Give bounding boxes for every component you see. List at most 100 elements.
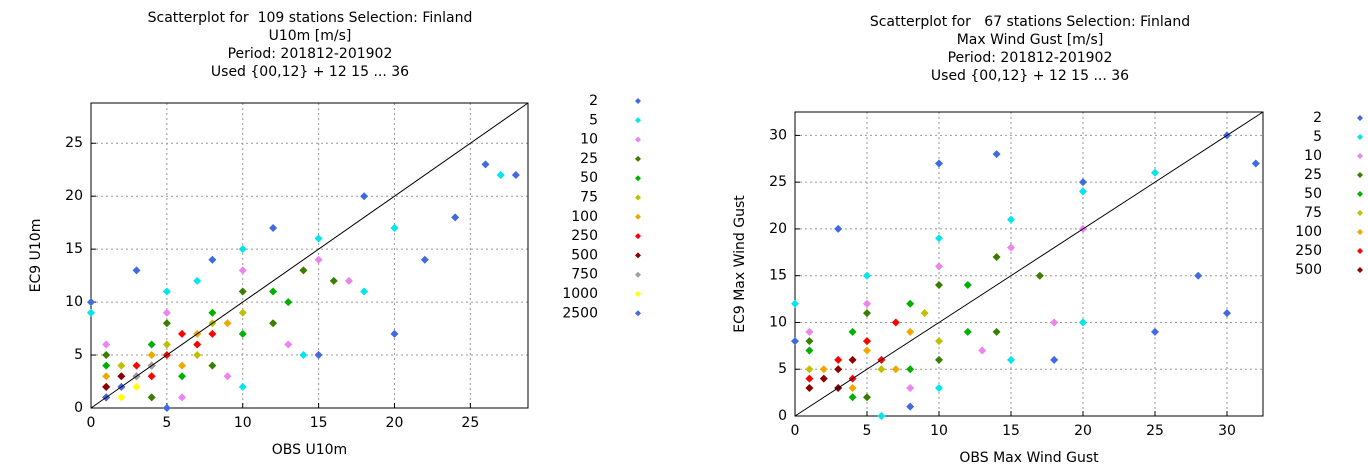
point — [208, 308, 217, 317]
x-tick-label: 25 — [461, 415, 479, 431]
point — [848, 327, 857, 336]
point — [863, 299, 871, 308]
chart-title: Used {00,12} + 12 15 ... 36 — [211, 64, 409, 80]
point — [791, 299, 799, 308]
point — [935, 337, 943, 346]
point — [906, 327, 915, 336]
diagonal — [794, 111, 1264, 417]
legend-label: 5 — [1313, 129, 1322, 145]
point — [344, 276, 353, 285]
legend-marker — [635, 291, 641, 297]
point — [1151, 168, 1159, 177]
y-tick-label: 20 — [65, 188, 83, 204]
legend-label: 100 — [571, 209, 598, 225]
point — [1151, 327, 1159, 336]
y-tick-label: 15 — [65, 241, 83, 257]
point — [269, 319, 278, 328]
point — [863, 271, 871, 280]
point — [87, 308, 95, 317]
x-tick-label: 25 — [1146, 423, 1164, 439]
point — [451, 213, 460, 222]
legend-marker — [1357, 191, 1363, 197]
point — [906, 299, 915, 308]
legend-label: 500 — [1295, 262, 1322, 278]
point — [935, 159, 943, 168]
point — [877, 412, 886, 420]
y-tick-label: 10 — [769, 314, 787, 330]
point — [935, 383, 943, 392]
x-tick-label: 15 — [310, 415, 328, 431]
point — [132, 361, 141, 370]
y-tick-label: 30 — [769, 127, 787, 143]
point — [162, 340, 171, 349]
point — [834, 355, 843, 364]
point — [1050, 355, 1059, 364]
y-tick-label: 0 — [74, 400, 83, 416]
point — [935, 234, 943, 243]
y-tick-label: 5 — [778, 361, 787, 377]
point — [1050, 318, 1059, 327]
point — [329, 276, 338, 285]
point — [162, 319, 171, 328]
point — [102, 372, 111, 381]
point — [178, 361, 187, 370]
point — [238, 287, 247, 296]
point — [238, 329, 247, 338]
x-tick-label: 0 — [87, 415, 96, 431]
point — [238, 266, 247, 275]
point — [1194, 271, 1203, 280]
point — [284, 298, 293, 307]
x-tick-label: 5 — [863, 423, 872, 439]
legend-label: 250 — [1295, 243, 1322, 259]
legend-marker — [1357, 267, 1363, 273]
point — [848, 383, 857, 392]
point — [863, 337, 871, 346]
point — [314, 255, 323, 264]
legend-marker — [635, 117, 641, 124]
y-tick-label: 25 — [769, 174, 787, 190]
legend-label: 2 — [589, 93, 598, 109]
legend-label: 5 — [589, 112, 598, 128]
point — [238, 308, 247, 317]
point — [511, 171, 520, 180]
point — [891, 318, 900, 327]
point — [819, 365, 828, 374]
legend-label: 50 — [1304, 186, 1322, 202]
point — [1079, 318, 1087, 327]
y-axis-label: EC9 U10m — [28, 219, 44, 293]
point — [877, 365, 886, 374]
point — [162, 287, 171, 296]
legend-label: 250 — [571, 228, 598, 244]
point — [935, 355, 943, 364]
plot-frame — [794, 111, 1264, 417]
y-tick-label: 20 — [769, 221, 787, 237]
point — [238, 245, 247, 254]
point — [238, 382, 247, 391]
point — [178, 372, 187, 381]
x-axis-label: OBS U10m — [272, 442, 347, 458]
point — [208, 329, 217, 338]
point — [1035, 271, 1044, 280]
point — [162, 404, 171, 412]
point — [805, 374, 814, 383]
point — [299, 266, 308, 275]
point — [891, 365, 900, 374]
legend-label: 75 — [1304, 205, 1322, 221]
point — [805, 383, 814, 392]
point — [935, 262, 943, 271]
legend-marker — [635, 155, 641, 162]
point — [906, 365, 915, 374]
point — [1079, 187, 1087, 196]
legend-marker — [1357, 134, 1363, 140]
legend-marker — [635, 136, 641, 143]
point — [805, 365, 814, 374]
legend-marker — [1357, 210, 1363, 216]
y-axis-label: EC9 Max Wind Gust — [732, 195, 748, 333]
point — [193, 276, 202, 285]
x-tick-label: 5 — [162, 415, 171, 431]
chart-title: Period: 201812-201902 — [948, 50, 1113, 66]
point — [834, 365, 843, 374]
legend-marker — [1357, 248, 1363, 254]
point — [147, 351, 156, 360]
